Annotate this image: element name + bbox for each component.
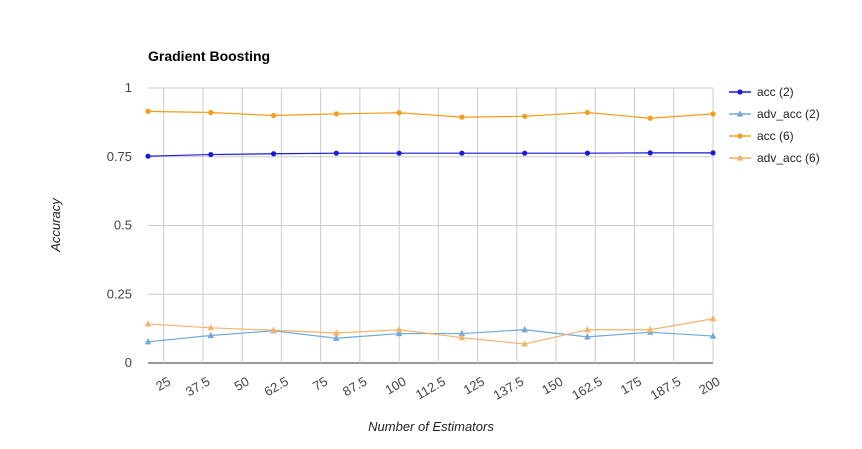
x-tick-label: 150 (539, 374, 565, 398)
data-point (459, 114, 465, 120)
data-point (208, 109, 214, 116)
legend-label: acc (6) (757, 129, 794, 143)
data-point (395, 329, 403, 337)
data-point (395, 325, 403, 333)
data-point (459, 150, 465, 156)
grid (148, 87, 714, 364)
x-tick-label: 75 (310, 374, 330, 394)
data-point (458, 333, 466, 341)
series-0 (145, 150, 716, 159)
data-point (584, 333, 591, 340)
data-point (647, 115, 653, 121)
legend-swatch-marker (736, 154, 744, 161)
legend-item: acc (6) (729, 129, 794, 143)
x-tick-label: 62.5 (261, 374, 290, 400)
x-tick-label: 137.5 (491, 374, 527, 403)
x-tick-label: 187.5 (648, 374, 684, 403)
data-point (522, 150, 528, 156)
x-tick-label: 25 (153, 374, 173, 394)
data-point (144, 338, 152, 345)
data-point (333, 334, 340, 341)
data-point (710, 150, 716, 156)
legend-swatch-marker (736, 110, 744, 117)
legend-label: adv_acc (6) (757, 151, 820, 165)
data-point (207, 324, 214, 331)
data-point (584, 150, 591, 156)
x-tick-label: 175 (618, 374, 644, 398)
data-point (709, 314, 717, 322)
chart-title: Gradient Boosting (148, 48, 270, 64)
data-point (145, 153, 151, 159)
legend-swatch-marker (737, 89, 743, 95)
y-tick-label: 0.5 (114, 218, 132, 233)
legend: acc (2) adv_acc (2) acc (6) adv_acc (6) (729, 85, 820, 165)
data-point (710, 111, 716, 117)
legend-swatch-marker (737, 133, 743, 139)
series-line (147, 329, 714, 343)
x-tick-label: 100 (382, 374, 408, 398)
data-point (584, 109, 591, 116)
series-3 (144, 314, 717, 347)
legend-label: adv_acc (2) (757, 107, 820, 121)
y-axis-ticks: 0 0.25 0.5 0.75 1 (107, 80, 132, 370)
x-axis-label: Number of Estimators (368, 419, 494, 434)
y-tick-label: 0.25 (107, 286, 132, 301)
y-tick-label: 0.75 (107, 149, 132, 164)
legend-item: acc (2) (729, 85, 794, 99)
x-tick-label: 37.5 (183, 374, 212, 400)
data-point (145, 108, 151, 114)
data-point (647, 150, 653, 156)
x-tick-label: 112.5 (413, 374, 448, 403)
data-point (647, 325, 654, 333)
x-tick-label: 162.5 (569, 374, 605, 403)
data-point (208, 151, 214, 158)
data-point (270, 151, 277, 157)
x-tick-label: 50 (232, 374, 252, 394)
series-2 (145, 108, 716, 121)
x-tick-label: 125 (461, 374, 487, 398)
data-point (270, 326, 277, 333)
data-point (144, 320, 152, 327)
y-tick-label: 0 (125, 355, 132, 370)
series-line (147, 318, 714, 345)
data-point (709, 332, 717, 339)
data-point (522, 113, 528, 119)
data-point (458, 329, 466, 337)
x-tick-label: 87.5 (340, 374, 369, 400)
data-point (521, 325, 528, 333)
x-axis-ticks: 25 37.5 50 62.5 75 87.5 100 112.5 125 137.5 150 162… (153, 374, 722, 403)
series-lines (144, 108, 717, 347)
y-tick-label: 1 (125, 80, 132, 95)
series-line (147, 152, 713, 157)
data-point (270, 112, 277, 119)
data-point (333, 111, 339, 117)
legend-item: adv_acc (6) (729, 151, 820, 165)
data-point (207, 331, 214, 339)
series-line (147, 110, 714, 119)
data-point (396, 150, 402, 156)
data-point (584, 325, 591, 333)
legend-label: acc (2) (757, 85, 794, 99)
data-point (396, 110, 402, 116)
x-tick-label: 200 (696, 374, 722, 398)
data-point (333, 150, 339, 156)
y-axis-label: Accuracy (48, 197, 63, 253)
data-point (521, 340, 528, 347)
legend-item: adv_acc (2) (729, 107, 820, 121)
data-point (333, 329, 340, 336)
